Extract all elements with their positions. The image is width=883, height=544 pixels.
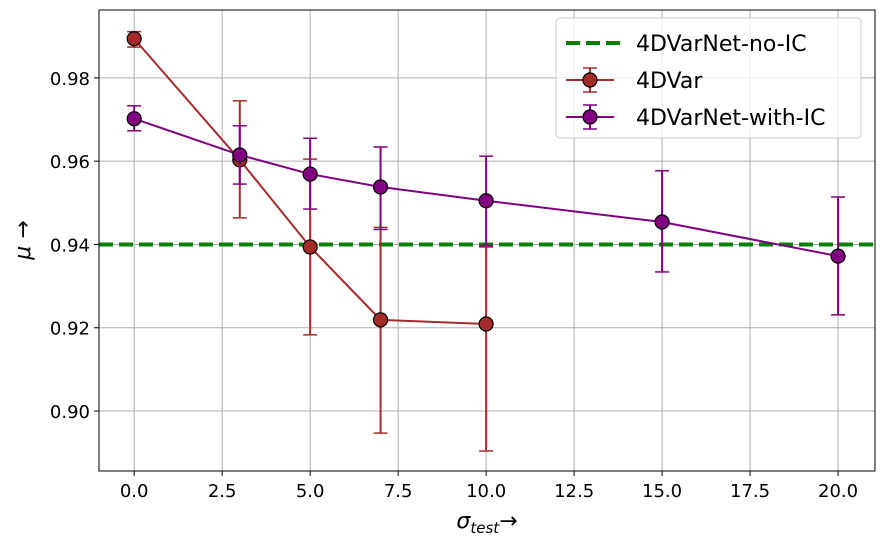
legend-marker: [582, 72, 598, 88]
x-tick-label: 5.0: [296, 481, 325, 502]
series-group: [126, 30, 846, 452]
plot-frame: [98, 9, 876, 472]
x-tick-label: 17.5: [730, 481, 770, 502]
legend-marker: [582, 109, 598, 125]
x-tick-label: 2.5: [208, 481, 237, 502]
legend: 4DVarNet-no-IC 4DVar 4DVarNet-with-IC: [555, 17, 862, 139]
legend-label: 4DVarNet-with-IC: [636, 106, 825, 131]
x-axis-label: σtest→: [456, 509, 517, 537]
data-point: [478, 193, 494, 209]
x-tick-label: 7.5: [384, 481, 413, 502]
x-tick-label: 0.0: [120, 481, 149, 502]
x-tick-label: 20.0: [818, 481, 858, 502]
data-point: [654, 214, 670, 230]
data-point: [372, 312, 389, 328]
data-point: [372, 179, 389, 195]
series-4dvarnet-with-ic: [126, 105, 846, 316]
data-point: [302, 239, 318, 255]
y-axis-label: μ →: [11, 220, 36, 260]
data-point: [126, 111, 142, 127]
y-tick-label: 0.90: [50, 402, 90, 423]
x-label-arrow: →: [499, 509, 517, 534]
x-tick-label: 15.0: [642, 481, 682, 502]
y-tick-label: 0.92: [50, 319, 90, 340]
x-label-main: σ: [456, 509, 471, 534]
data-point: [478, 316, 494, 332]
data-point: [232, 147, 248, 163]
legend-box: [555, 17, 862, 139]
data-point: [830, 248, 846, 264]
data-point: [126, 31, 142, 47]
legend-label: 4DVar: [636, 69, 703, 94]
x-tick-label: 12.5: [554, 481, 594, 502]
legend-label: 4DVarNet-no-IC: [636, 32, 807, 57]
y-tick-label: 0.94: [50, 235, 90, 256]
y-tick-label: 0.96: [50, 152, 90, 173]
x-label-sub: test: [470, 519, 500, 537]
data-point: [302, 166, 318, 182]
y-tick-label: 0.98: [50, 69, 90, 90]
x-tick-label: 10.0: [466, 481, 506, 502]
ticks: 0.0 2.5 5.0 7.5 10.0 12.5 15.0 17.5 20.0 0.90 0.92…: [50, 69, 858, 502]
